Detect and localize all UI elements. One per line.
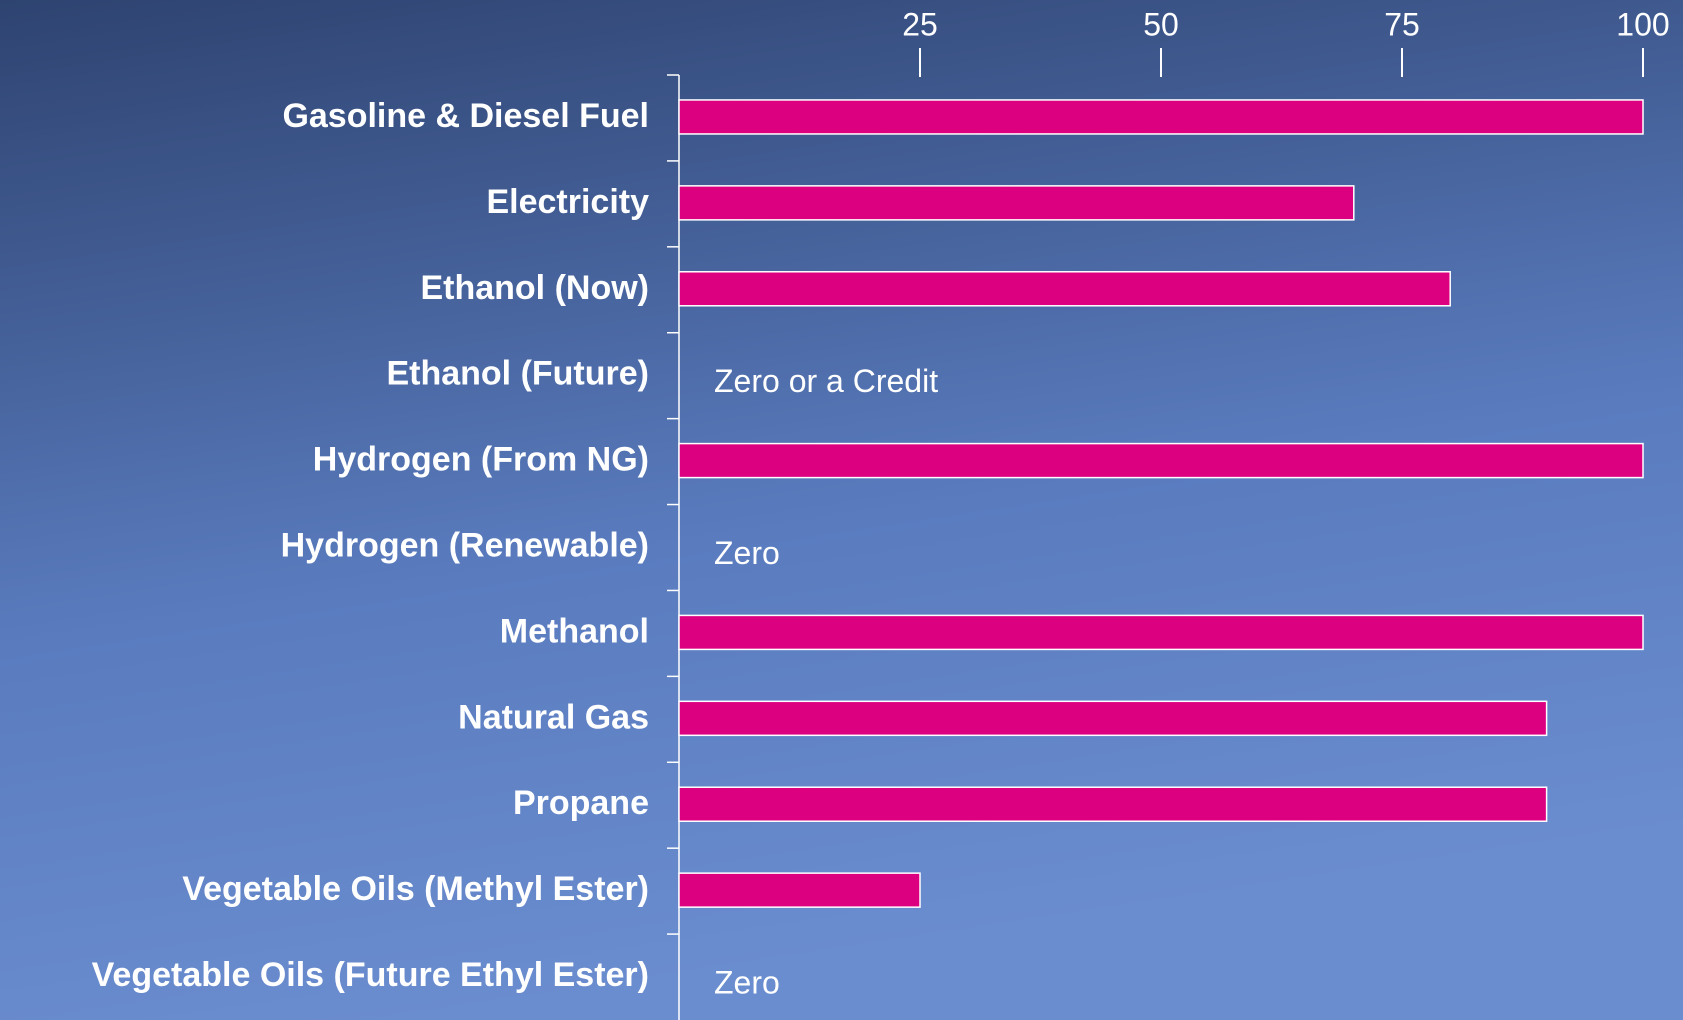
y-tick-label: Vegetable Oils (Methyl Ester): [182, 870, 649, 908]
y-tick-label: Natural Gas: [458, 698, 649, 736]
bar: [678, 700, 1548, 737]
value-label: Zero: [714, 964, 780, 1000]
value-label: Zero: [714, 535, 780, 571]
x-tick-label: 25: [902, 6, 938, 42]
bar: [678, 872, 921, 908]
bar: [678, 442, 1644, 479]
y-tick-label: Gasoline & Diesel Fuel: [282, 97, 649, 135]
x-tick-label: 100: [1616, 6, 1669, 42]
y-tick-label: Hydrogen (Renewable): [281, 526, 649, 564]
x-tick-label: 50: [1143, 6, 1179, 42]
y-tick-label: Propane: [513, 784, 649, 822]
x-tick-label: 75: [1384, 6, 1420, 42]
bar: [678, 271, 1451, 307]
y-tick-label: Vegetable Oils (Future Ethyl Ester): [92, 956, 649, 994]
y-tick-label: Electricity: [486, 183, 649, 221]
bar: [678, 786, 1548, 822]
y-tick-label: Hydrogen (From NG): [313, 441, 649, 479]
y-tick-label: Ethanol (Future): [386, 355, 649, 393]
bar: [678, 185, 1355, 221]
bar: [678, 614, 1644, 651]
bar: [678, 99, 1644, 135]
y-tick-label: Methanol: [500, 612, 649, 650]
value-label: Zero or a Credit: [714, 363, 938, 399]
y-tick-label: Ethanol (Now): [420, 269, 649, 307]
